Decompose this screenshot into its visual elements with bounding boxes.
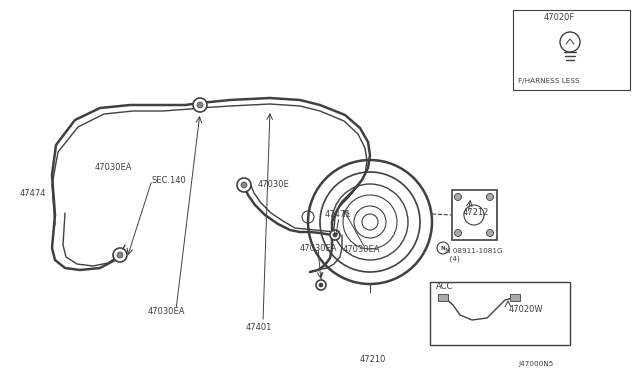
Circle shape (486, 193, 493, 201)
Circle shape (319, 283, 323, 287)
Text: 47210: 47210 (360, 355, 386, 364)
Text: SEC.140: SEC.140 (152, 176, 187, 185)
Text: 47471: 47471 (325, 209, 351, 218)
Bar (513, 10, 630, 90)
Circle shape (117, 252, 123, 258)
Text: F/HARNESS LESS: F/HARNESS LESS (518, 78, 580, 84)
Text: 47020F: 47020F (543, 13, 575, 22)
Circle shape (486, 230, 493, 237)
Circle shape (330, 230, 340, 240)
Bar (438, 294, 448, 301)
Text: N: N (441, 246, 445, 250)
Circle shape (316, 280, 326, 290)
Text: 47474: 47474 (20, 189, 47, 198)
Bar (430, 282, 570, 345)
Circle shape (197, 102, 203, 108)
Bar (452, 190, 497, 240)
Circle shape (237, 178, 251, 192)
Text: N 08911-1081G
  (4): N 08911-1081G (4) (445, 248, 502, 262)
Text: 47030EA: 47030EA (148, 307, 186, 316)
Text: 47030EA: 47030EA (300, 244, 337, 253)
Circle shape (113, 248, 127, 262)
Circle shape (454, 230, 461, 237)
Circle shape (333, 233, 337, 237)
Text: 47020W: 47020W (509, 305, 543, 314)
Text: 47030E: 47030E (258, 180, 290, 189)
Circle shape (193, 98, 207, 112)
Text: 47401: 47401 (246, 323, 273, 332)
Text: J47000N5: J47000N5 (518, 361, 554, 367)
Text: 47030EA: 47030EA (95, 163, 132, 172)
Text: ACC: ACC (436, 282, 453, 291)
Circle shape (241, 182, 247, 188)
Circle shape (454, 193, 461, 201)
Text: 47212: 47212 (463, 208, 490, 217)
Text: 47030EA: 47030EA (343, 245, 381, 254)
Bar (510, 294, 520, 301)
